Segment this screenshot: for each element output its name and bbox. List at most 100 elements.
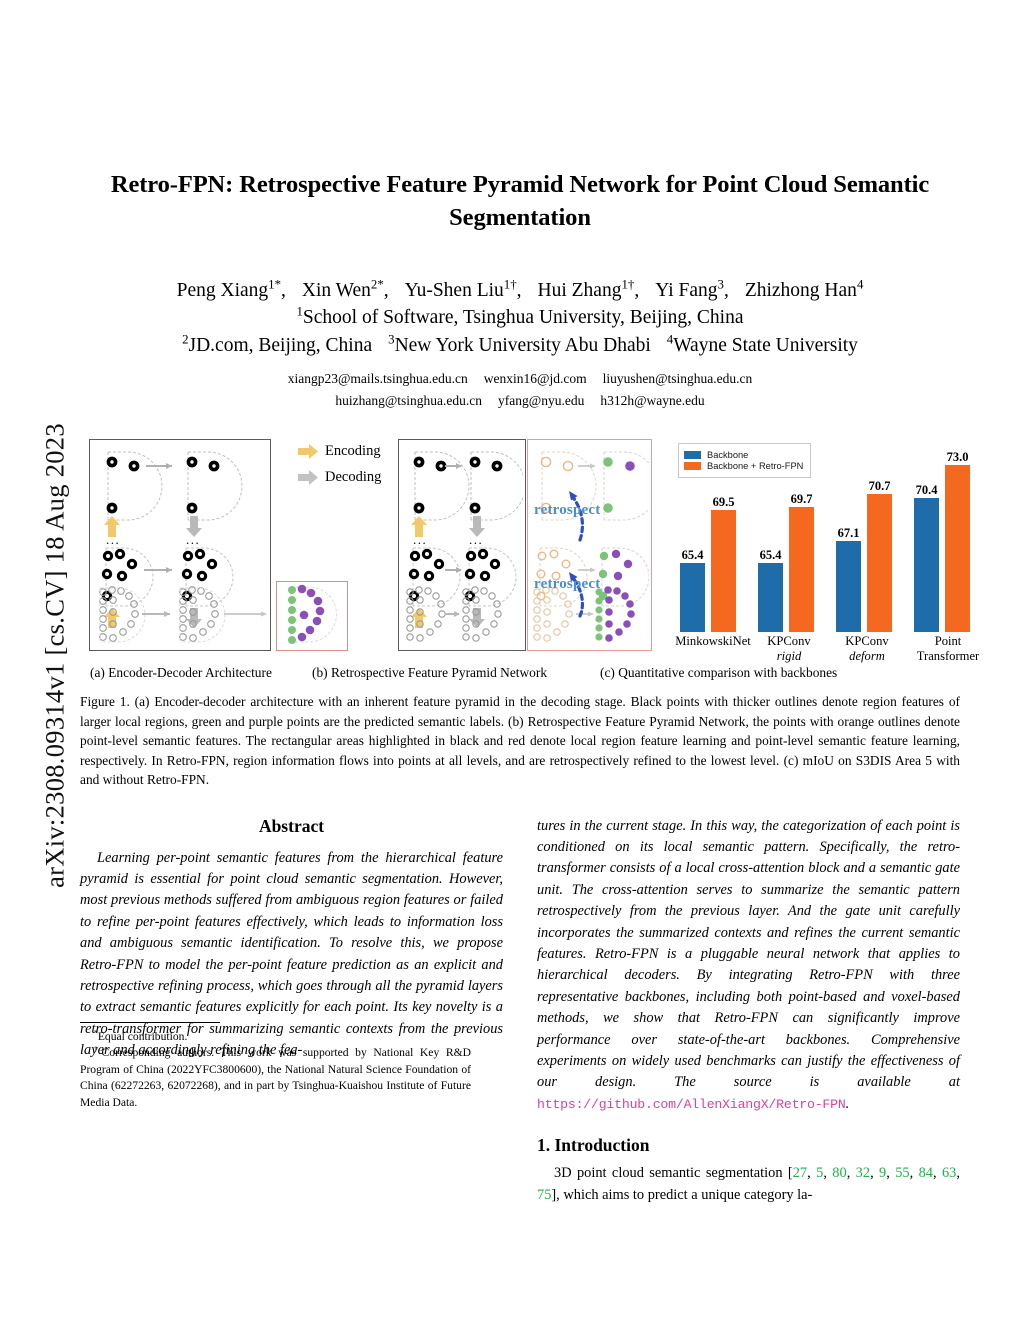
author-6: Zhizhong Han4 [744, 277, 864, 301]
arrow-r-bottom [576, 611, 594, 617]
author-block: Peng Xiang1*, Xin Wen2*, Yu-Shen Liu1†, Hui… [80, 277, 960, 360]
aff-4-sup: 4 [666, 332, 674, 347]
dense-points-right [179, 586, 226, 643]
citation-75[interactable]: 75 [537, 1186, 552, 1203]
email-3[interactable]: liuyushen@tsinghua.edu.cn [602, 370, 753, 386]
arrow-b-bottom [445, 611, 460, 618]
xtick-1-main: KPConv [767, 634, 811, 649]
bar-retrofpn-1: 69.7 [789, 492, 814, 633]
figure-subcaptions: (a) Encoder-Decoder Architecture (b) Ret… [80, 665, 960, 685]
footnote-2-text: Corresponding authors. This work was sup… [80, 1046, 471, 1109]
email-4[interactable]: huizhang@tsinghua.edu.cn [335, 392, 483, 408]
bar-group-2: 67.1 70.7 [836, 439, 898, 633]
footnote-rule [80, 1022, 220, 1024]
bar-group-0: 65.4 69.5 [680, 439, 742, 633]
url-period: . [845, 1095, 850, 1112]
figure-1: ... ... [80, 433, 979, 663]
decoding-arrow-2 [186, 608, 202, 629]
legend-label-retrofpn: Backbone + Retro-FPN [707, 461, 804, 472]
aff-3-sup: 3 [388, 332, 395, 347]
intro-text-before: 3D point cloud semantic segmentation [ [554, 1165, 793, 1182]
bar-group-3: 70.4 73.0 [914, 439, 976, 633]
chart-legend: Backbone Backbone + Retro-FPN [678, 443, 812, 478]
footnote-2-mark: † [94, 1044, 102, 1054]
email-2[interactable]: wenxin16@jd.com [483, 370, 587, 386]
labels-l1 [603, 451, 659, 521]
legend-encoding-row: Encoding [298, 443, 390, 460]
decoding-arrow-b1 [469, 516, 485, 538]
arxiv-stamp: arXiv:2308.09314v1 [cs.CV] 18 Aug 2023 [39, 423, 70, 888]
citation-group: 27, 5, 80, 32, 9, 55, 84, 63, 75 [537, 1165, 960, 1203]
encoding-arrow-b1 [411, 516, 427, 538]
panel-a-prediction-box [276, 581, 348, 652]
prediction-points-a [288, 585, 337, 645]
legend-swatch-backbone [684, 450, 701, 459]
author-5: Yi Fang3, [655, 277, 729, 301]
retrospect-label-2: retrospect [534, 576, 601, 593]
author-6-sup: 4 [856, 277, 864, 292]
bar-value-backbone-0: 65.4 [681, 548, 704, 563]
source-url-line1[interactable]: https://github. [537, 1096, 653, 1112]
bar-value-retrofpn-0: 69.5 [712, 495, 735, 510]
abstract-paragraph-part2: tures in the current stage. In this way,… [537, 816, 960, 1115]
citation-9[interactable]: 9 [879, 1165, 887, 1182]
footnote-block: *Equal contribution. †Corresponding auth… [80, 1022, 471, 1111]
xtick-0-main: MinkowskiNet [675, 634, 751, 649]
retrospect-arrow-lower [569, 572, 585, 619]
xtick-1: KPConv rigid [746, 634, 832, 662]
author-5-sup: 3 [717, 277, 724, 292]
source-url-line2[interactable]: com/AllenXiangX/Retro-FPN [652, 1096, 846, 1112]
ellipsis-right: ... [186, 532, 200, 547]
author-4-sup: 1† [621, 277, 635, 292]
footnote-2: †Corresponding authors. This work was su… [80, 1045, 471, 1111]
author-2-sup: 2* [370, 277, 384, 292]
citation-63[interactable]: 63 [941, 1165, 957, 1182]
arrow-horizontal-mid [144, 567, 172, 574]
arrow-b-top [445, 463, 462, 470]
bar-value-retrofpn-3: 73.0 [946, 450, 969, 465]
paper-page: Retro-FPN: Retrospective Feature Pyramid… [80, 0, 979, 1325]
citation-55[interactable]: 55 [895, 1165, 910, 1182]
xtick-1-sub: rigid [776, 648, 802, 663]
arrow-b-mid [445, 567, 462, 574]
panel-b-red-region: retrospect retrospect [527, 439, 659, 652]
ellipsis-b-left: ... [413, 532, 427, 547]
bar-retrofpn-0: 69.5 [711, 495, 736, 633]
dense-points-b-right [462, 586, 502, 643]
bar-value-backbone-2: 67.1 [837, 526, 860, 541]
author-3-sup: 1† [503, 277, 517, 292]
xtick-3-main: Point [934, 634, 962, 649]
email-1[interactable]: xiangp23@mails.tsinghua.edu.cn [287, 370, 468, 386]
panel-b-diagram-right [533, 451, 659, 643]
retrospect-arrow-upper [569, 491, 585, 543]
ellipsis-left: ... [106, 532, 120, 547]
bar-value-retrofpn-1: 69.7 [790, 492, 813, 507]
chart-plot-area: Backbone Backbone + Retro-FPN 65.4 69.5 [672, 439, 970, 633]
encoding-arrow-icon [298, 444, 318, 460]
semantic-points-l3 [533, 586, 573, 643]
arrow-r-top [578, 463, 596, 469]
author-names-line: Peng Xiang1*, Xin Wen2*, Yu-Shen Liu1†, Hui… [80, 277, 960, 305]
abstract-part2-text: tures in the current stage. In this way,… [537, 817, 960, 1091]
legend-item-retrofpn: Backbone + Retro-FPN [684, 461, 803, 471]
footnote-1: *Equal contribution. [80, 1029, 471, 1045]
email-6[interactable]: h312h@wayne.edu [600, 392, 705, 408]
ellipsis-b-right: ... [469, 532, 483, 547]
citation-27[interactable]: 27 [792, 1165, 808, 1182]
citation-84[interactable]: 84 [918, 1165, 933, 1182]
citation-32[interactable]: 32 [855, 1165, 871, 1182]
panel-c-bar-chart: Backbone Backbone + Retro-FPN 65.4 69.5 [672, 439, 979, 663]
bar-group-1: 65.4 69.7 [758, 439, 820, 633]
aff-1-sup: 1 [296, 304, 303, 319]
citation-80[interactable]: 80 [832, 1165, 847, 1182]
bar-value-retrofpn-2: 70.7 [868, 479, 891, 494]
footnote-1-text: Equal contribution. [97, 1030, 188, 1044]
decoding-arrow-icon [298, 470, 318, 486]
bar-retrofpn-2: 70.7 [867, 479, 892, 633]
legend-label-backbone: Backbone [707, 449, 749, 460]
xtick-2-sub: deform [849, 648, 885, 663]
affiliation-1-text: School of Software, Tsinghua University,… [302, 307, 744, 329]
arrow-horizontal-top [146, 463, 172, 470]
citation-5[interactable]: 5 [816, 1165, 824, 1182]
email-5[interactable]: yfang@nyu.edu [498, 392, 585, 408]
